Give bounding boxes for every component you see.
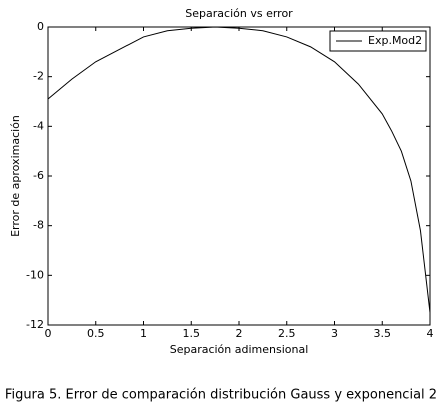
x-tick-label: 1 [140, 327, 147, 340]
y-tick-label: -8 [33, 219, 44, 232]
x-tick-label: 3.5 [374, 327, 392, 340]
y-tick-label: -2 [33, 70, 44, 83]
x-tick-label: 0 [45, 327, 52, 340]
x-tick-label: 0.5 [87, 327, 105, 340]
legend-box [329, 30, 427, 52]
y-tick-label: -12 [26, 318, 44, 331]
y-tick-label: -10 [26, 268, 44, 281]
x-tick-label: 4 [427, 327, 434, 340]
x-tick-label: 1.5 [183, 327, 201, 340]
caption: Figura 5. Error de comparación distribuc… [5, 388, 437, 403]
x-tick-label: 2.5 [278, 327, 296, 340]
x-tick-label: 3 [331, 327, 338, 340]
y-tick-label: -4 [33, 119, 44, 132]
y-tick-label: 0 [37, 20, 44, 33]
y-tick-label: -6 [33, 169, 44, 182]
legend-label: Exp.Mod2 [368, 34, 422, 47]
x-tick-label: 2 [236, 327, 243, 340]
x-axis-label: Separación adimensional [170, 343, 309, 356]
chart-title: Separación vs error [185, 7, 293, 20]
y-axis-label: Error de aproximación [9, 115, 22, 237]
data-line [47, 26, 431, 313]
